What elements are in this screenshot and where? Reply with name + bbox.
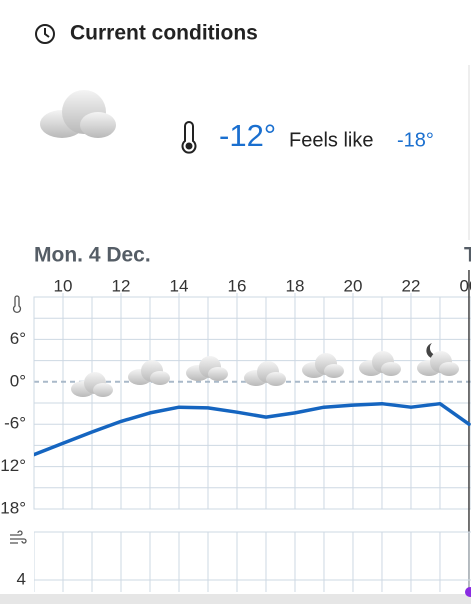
- weather-icon: [186, 356, 228, 381]
- next-day-label: T: [464, 244, 471, 267]
- clock-icon: [35, 24, 55, 44]
- section-title: Current conditions: [70, 22, 258, 45]
- cloud-part: [439, 362, 459, 376]
- weather-icon: [128, 360, 170, 385]
- weather-icon: [302, 353, 344, 378]
- day-label: Mon. 4 Dec.: [34, 244, 151, 267]
- grid: [34, 297, 471, 510]
- x-tick-label: 18: [286, 276, 305, 295]
- cloud-part: [324, 364, 344, 378]
- wind-marker: [465, 587, 471, 597]
- cloud-part: [208, 367, 228, 381]
- weather-icon: [244, 361, 286, 386]
- y-tick-label: -6°: [4, 414, 26, 433]
- y-tick-label: 4: [17, 569, 26, 588]
- feels-like-value: -18°: [397, 129, 434, 151]
- thermometer-small: [12, 295, 22, 314]
- cloud-part: [93, 383, 113, 397]
- x-tick-label: 10: [54, 276, 73, 295]
- plot-border: [33, 296, 471, 510]
- x-tick-label: 12: [112, 276, 131, 295]
- cloud-part: [266, 372, 286, 386]
- y-tick-label: -12°: [0, 456, 26, 475]
- cloud-part: [381, 362, 401, 376]
- current-temperature: -12°: [219, 118, 276, 153]
- x-tick-label: 16: [228, 276, 247, 295]
- thermometer-icon: [181, 121, 197, 154]
- wind-grid: [34, 531, 471, 592]
- y-tick-label: 6°: [10, 329, 26, 348]
- weather-icon: [40, 90, 116, 138]
- feels-like-label: Feels like: [289, 129, 373, 151]
- scrollbar: [0, 594, 471, 604]
- x-tick-label: 20: [344, 276, 363, 295]
- x-tick-label: 14: [170, 276, 189, 295]
- wind-chart: 4: [17, 531, 471, 592]
- y-tick-label: -18°: [0, 498, 26, 517]
- temperature-line: [34, 401, 471, 457]
- moon: [426, 343, 442, 359]
- weather-icon: [359, 351, 401, 376]
- wind-icon: [10, 530, 27, 544]
- y-tick-label: 0°: [10, 371, 26, 390]
- cloud-part: [150, 371, 170, 385]
- weather-icon: [417, 343, 459, 376]
- temperature-chart: 6° 0° -6° -12° -18° 10 12 14 16 18 20 22 00: [0, 270, 471, 594]
- x-tick-label: 00: [460, 276, 471, 295]
- x-tick-label: 22: [402, 276, 421, 295]
- weather-icon: [71, 372, 113, 397]
